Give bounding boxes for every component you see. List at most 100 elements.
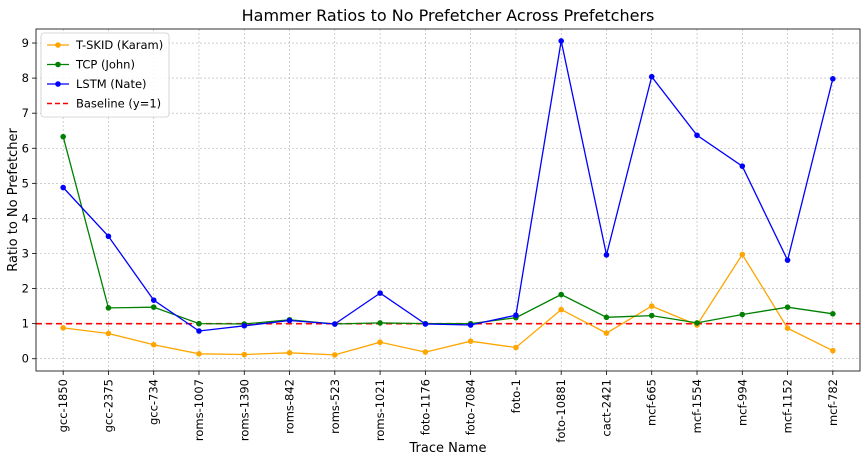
data-point xyxy=(558,38,564,44)
legend-item-tcp-john: TCP (John) xyxy=(47,58,135,72)
data-point xyxy=(739,163,746,169)
x-tick-label: roms-1007 xyxy=(192,379,206,441)
legend: T-SKID (Karam) TCP (John) LSTM (Nate) Basel… xyxy=(40,32,170,118)
data-point xyxy=(648,312,655,319)
data-point xyxy=(648,73,655,80)
series-tcp-john xyxy=(60,133,836,327)
data-point xyxy=(377,339,383,346)
legend-label: LSTM (Nate) xyxy=(76,77,147,91)
data-point xyxy=(196,320,202,327)
data-point xyxy=(196,351,202,357)
data-point xyxy=(150,341,157,348)
data-point xyxy=(739,311,746,318)
legend-item-t-skid-karam: T-SKID (Karam) xyxy=(47,38,163,52)
x-tick-label: foto-7084 xyxy=(464,379,478,435)
chart-title: Hammer Ratios to No Prefetcher Across Pr… xyxy=(242,6,655,25)
data-point xyxy=(332,321,338,327)
x-tick-label: foto-10881 xyxy=(554,379,568,443)
x-tick-label: mcf-994 xyxy=(735,379,749,426)
y-tick-label: 8 xyxy=(22,71,29,85)
x-tick-label: foto-1 xyxy=(509,379,523,413)
x-tick-label: gcc-734 xyxy=(147,379,161,425)
series-t-skid-karam xyxy=(60,251,836,358)
data-point xyxy=(603,314,610,321)
y-tick-label: 7 xyxy=(22,106,29,120)
x-tick-label: roms-523 xyxy=(328,379,342,434)
legend-swatch-marker xyxy=(55,61,61,68)
data-point xyxy=(150,297,157,303)
x-tick-label: mcf-1152 xyxy=(781,379,795,433)
x-axis-label: Trace Name xyxy=(409,441,487,456)
data-point xyxy=(150,304,157,310)
data-point xyxy=(105,330,112,337)
data-point xyxy=(196,328,202,334)
data-point xyxy=(60,184,66,191)
legend-item-lstm-nate: LSTM (Nate) xyxy=(47,77,147,91)
data-point xyxy=(694,132,700,139)
legend-label: T-SKID (Karam) xyxy=(75,38,163,52)
y-tick-label: 6 xyxy=(22,141,29,155)
x-tick-label: mcf-782 xyxy=(826,379,840,426)
data-point xyxy=(784,304,791,310)
data-point xyxy=(830,311,836,317)
data-point xyxy=(648,303,655,309)
data-point xyxy=(332,352,338,358)
y-tick-label: 5 xyxy=(22,176,29,190)
y-tick-label: 0 xyxy=(22,352,29,366)
data-point xyxy=(513,344,519,351)
x-tick-label: gcc-1850 xyxy=(56,379,70,432)
x-tick-label: roms-1021 xyxy=(373,379,387,441)
plot-frame xyxy=(35,28,861,372)
y-axis-ticks: 0 1 2 3 4 5 6 7 8 9 xyxy=(22,36,36,366)
data-point xyxy=(241,351,248,358)
series-line xyxy=(62,136,833,325)
data-point xyxy=(286,317,293,324)
data-point xyxy=(467,338,474,344)
data-point xyxy=(105,233,112,240)
data-point xyxy=(467,322,474,328)
x-tick-label: gcc-2375 xyxy=(101,379,115,432)
data-point xyxy=(603,330,610,336)
data-point xyxy=(694,320,700,326)
x-tick-label: roms-1390 xyxy=(237,379,251,441)
series-line xyxy=(63,253,834,356)
data-point xyxy=(558,291,564,298)
legend-label: TCP (John) xyxy=(75,58,135,72)
y-tick-label: 3 xyxy=(22,246,29,260)
data-point xyxy=(513,312,519,319)
data-point xyxy=(422,349,429,355)
legend-label: Baseline (y=1) xyxy=(76,97,161,111)
x-tick-label: foto-1176 xyxy=(418,379,432,435)
data-point xyxy=(558,306,564,313)
y-tick-label: 9 xyxy=(22,36,29,50)
x-tick-label: roms-842 xyxy=(283,379,297,434)
data-point xyxy=(377,320,383,326)
data-point xyxy=(60,133,66,140)
y-tick-label: 1 xyxy=(22,317,29,331)
data-point xyxy=(60,325,66,331)
x-axis-ticks: gcc-1850 gcc-2375 gcc-734 roms-1007 roms-139… xyxy=(56,371,840,443)
data-point xyxy=(286,349,293,356)
data-point xyxy=(784,257,791,263)
y-tick-label: 4 xyxy=(22,211,29,225)
data-point xyxy=(105,305,112,311)
legend-item-baseline-y-1: Baseline (y=1) xyxy=(47,97,161,111)
legend-swatch-marker xyxy=(55,81,61,87)
series-group xyxy=(60,38,836,358)
series-line xyxy=(62,40,834,332)
data-point xyxy=(830,347,836,354)
x-tick-label: cact-2421 xyxy=(599,379,613,437)
legend-box xyxy=(40,32,170,118)
data-point xyxy=(830,76,836,82)
series-lstm-nate xyxy=(60,38,836,334)
x-tick-label: mcf-1554 xyxy=(690,379,704,433)
data-point xyxy=(377,290,383,296)
x-tick-label: mcf-665 xyxy=(645,379,659,426)
y-axis-label: Ratio to No Prefetcher xyxy=(6,128,21,272)
data-point xyxy=(241,322,248,329)
data-point xyxy=(422,321,429,327)
legend-swatch-marker xyxy=(55,42,61,48)
data-point xyxy=(603,252,610,258)
data-point xyxy=(739,251,746,258)
